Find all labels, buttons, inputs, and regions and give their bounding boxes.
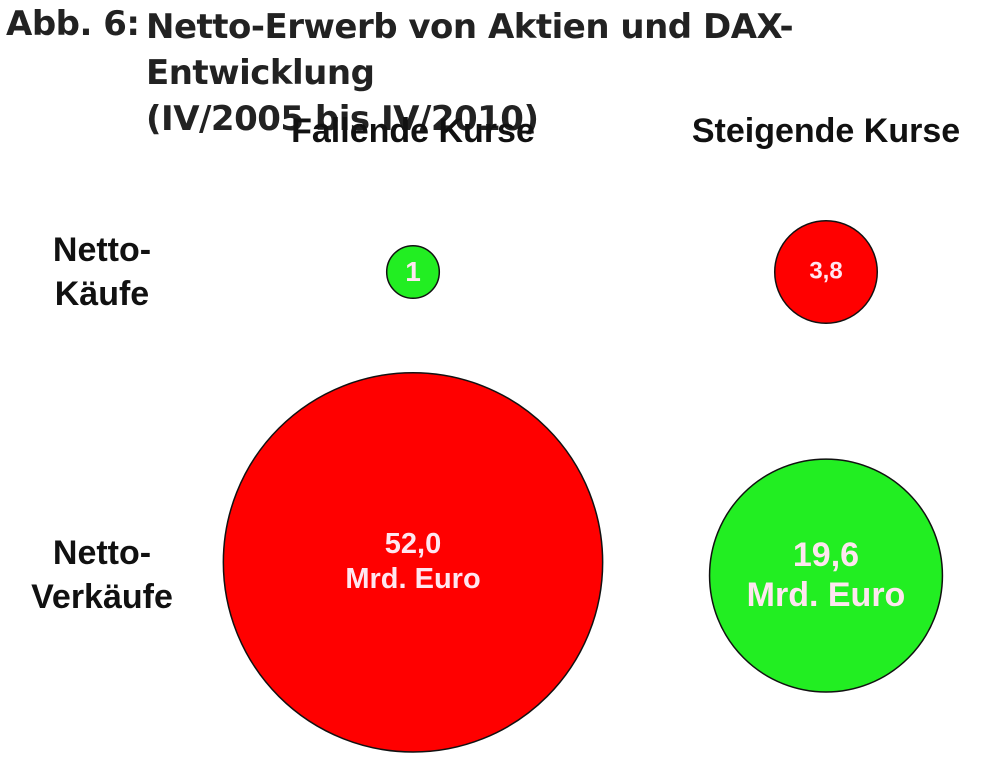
column-label: Fallende Kurse (291, 112, 535, 150)
column-label: Steigende Kurse (691, 112, 961, 150)
row-label: Netto- Käufe (52, 231, 152, 313)
data-label: 1 (405, 256, 421, 288)
data-label: 3,8 (809, 257, 843, 285)
figure-label: Abb. 6: (6, 4, 140, 44)
row-label: Netto- Verkäufe (31, 534, 173, 616)
data-label: 52,0 Mrd. Euro (345, 528, 481, 596)
bubble (708, 458, 944, 693)
bubble (222, 371, 604, 753)
chart-title: Netto-Erwerb von Aktien und DAX-Entwickl… (146, 7, 794, 139)
bubble (773, 219, 879, 325)
data-label: 19,6 Mrd. Euro (746, 535, 906, 615)
bubble (385, 244, 441, 300)
